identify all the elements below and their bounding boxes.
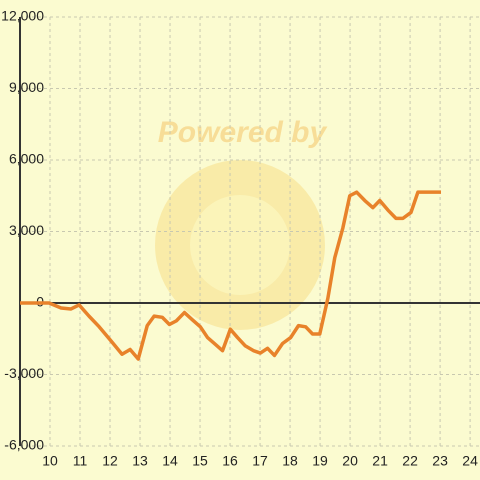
line: [20, 190, 441, 361]
x-tick-label: 12: [102, 453, 118, 469]
x-tick-label: 17: [252, 453, 268, 469]
x-tick-label: 15: [192, 453, 208, 469]
watermark-logo: [155, 160, 325, 330]
x-tick-label: 24: [462, 453, 478, 469]
x-tick-label: 21: [372, 453, 388, 469]
x-tick-label: 13: [132, 453, 148, 469]
x-tick-label: 18: [282, 453, 298, 469]
y-tick-label: -6,000: [4, 437, 44, 453]
x-tick-label: 11: [73, 453, 88, 469]
y-tick-label: 6,000: [9, 151, 44, 167]
watermark: Powered by: [158, 116, 328, 149]
y-tick-label: 3,000: [9, 222, 44, 238]
y-tick-label: -3,000: [4, 365, 44, 381]
x-tick-label: 19: [312, 453, 328, 469]
x-tick-label: 16: [222, 453, 238, 469]
y-tick-label: 9,000: [9, 79, 44, 95]
x-tick-label: 23: [432, 453, 448, 469]
x-tick-label: 22: [402, 453, 418, 469]
x-tick-label: 10: [42, 453, 58, 469]
y-tick-label: 12,000: [1, 8, 44, 24]
x-tick-label: 20: [342, 453, 358, 469]
x-tick-label: 14: [162, 453, 178, 469]
